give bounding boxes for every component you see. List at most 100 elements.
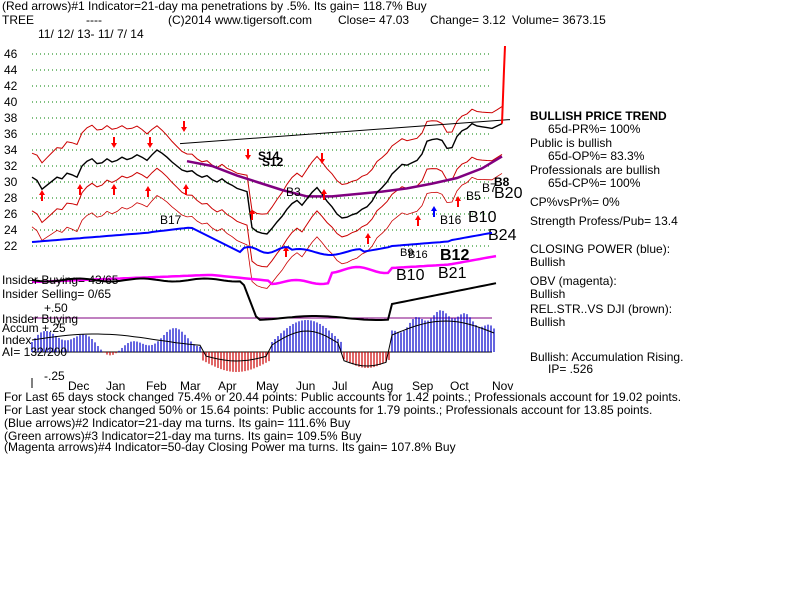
- buy-label-b16: B16: [440, 213, 462, 227]
- obv-line: [31, 254, 497, 286]
- header-line1: (Red arrows)#1 Indicator=21-day ma penet…: [2, 0, 427, 13]
- red-up-arrow: [321, 189, 327, 200]
- header-dashes: ----: [86, 13, 102, 27]
- ip-value: IP= .526: [548, 362, 594, 376]
- red-up-arrow: [455, 196, 461, 207]
- y-tick-label: 24: [4, 223, 18, 237]
- month-label: Mar: [180, 379, 201, 393]
- month-label: Dec: [68, 379, 89, 393]
- insider-selling-count: Insider Selling= 0/65: [2, 287, 112, 301]
- month-label: Aug: [372, 379, 393, 393]
- y-tick-label: 34: [4, 143, 18, 157]
- accum-minus25: -.25: [44, 369, 65, 383]
- buy-label-b10: B10: [468, 209, 497, 226]
- sell-label-s14: S14: [258, 149, 280, 163]
- red-up-arrow: [283, 246, 289, 257]
- month-label: Jun: [296, 379, 315, 393]
- red-down-arrow: [181, 121, 187, 132]
- relstr-state: Bullish: [530, 315, 566, 329]
- lower-band-line: [31, 153, 503, 268]
- red-down-arrow: [245, 149, 251, 160]
- red-up-arrow: [365, 233, 371, 244]
- y-tick-label: 32: [4, 159, 18, 173]
- month-label: Oct: [450, 379, 469, 393]
- buy-label-b3: B3: [286, 185, 301, 199]
- sell-label-s12: S12: [262, 155, 284, 169]
- op-value: 65d-OP%= 83.3%: [548, 149, 645, 163]
- source-label: (C)2014 www.tigersoft.com: [168, 13, 313, 27]
- accum-plus50: +.50: [44, 301, 68, 315]
- cp-buy-label-b9: B9: [400, 247, 413, 259]
- footer-line2: For Last year stock changed 50% or 15.64…: [4, 403, 653, 417]
- pros-bullish: Professionals are bullish: [530, 163, 661, 177]
- buy-label-b8: B8: [494, 175, 510, 189]
- public-bullish: Public is bullish: [530, 136, 613, 150]
- buy-label-b24: B24: [488, 227, 517, 244]
- y-tick-label: 22: [4, 239, 18, 253]
- month-label: Jan: [106, 379, 125, 393]
- ai-value: AI= 132/200: [2, 345, 68, 359]
- buy-label-b17: B17: [160, 213, 182, 227]
- buy-label-b5: B5: [466, 189, 481, 203]
- accum-plus25: Accum +.25: [2, 321, 66, 335]
- blue-up-arrow: [431, 206, 437, 217]
- closing-power-state: Bullish: [530, 255, 566, 269]
- ticker: TREE: [2, 13, 35, 27]
- obv-label: OBV (magenta):: [530, 274, 617, 288]
- rs-buy-label-b21: B21: [438, 265, 467, 282]
- strength-value: Strength Profess/Pub= 13.4: [530, 214, 678, 228]
- accum-ma-line: [31, 320, 495, 367]
- month-label: Apr: [218, 379, 237, 393]
- cpvspr-value: CP%vsPr%= 0%: [530, 195, 620, 209]
- price-spike-top: [503, 45, 506, 71]
- red-up-arrow: [39, 190, 45, 201]
- moving-average-line: [186, 155, 503, 198]
- y-tick-label: 46: [4, 47, 18, 61]
- close-value: Close= 47.03: [338, 13, 410, 27]
- volume-value: Volume= 3673.15: [512, 13, 606, 27]
- red-up-arrow: [249, 209, 255, 220]
- relstr-label: REL.STR..VS DJI (brown):: [530, 302, 673, 316]
- price-spike: [501, 69, 505, 124]
- y-tick-label: 28: [4, 191, 18, 205]
- accum-summary: Bullish: Accumulation Rising.: [530, 350, 684, 364]
- accum-index-label: Index: [2, 333, 32, 347]
- red-up-arrow: [415, 215, 421, 226]
- month-label: Nov: [492, 379, 513, 393]
- cp-buy-label-b16: B16: [408, 249, 428, 261]
- insider-buying-label: Insider Buying: [2, 312, 79, 326]
- y-tick-label: 30: [4, 175, 18, 189]
- month-label: May: [256, 379, 279, 393]
- month-label: Feb: [146, 379, 167, 393]
- red-down-arrow: [147, 137, 153, 148]
- closing-power-line: [31, 226, 493, 257]
- month-label: Jul: [332, 379, 347, 393]
- buy-label-b20: B20: [494, 185, 523, 202]
- closing-power-label: CLOSING POWER (blue):: [530, 242, 671, 256]
- footer-line5: (Magenta arrows)#4 Indicator=50-day Clos…: [4, 440, 456, 454]
- trend-line: [179, 119, 511, 145]
- y-tick-label: 40: [4, 95, 18, 109]
- obv-state: Bullish: [530, 287, 566, 301]
- rel-strength-line: [31, 277, 497, 321]
- date-range: 11/ 12/ 13- 11/ 7/ 14: [38, 27, 144, 41]
- lower-band-line-2: [31, 173, 503, 289]
- insider-buying-count: Insider Buying= 43/65: [2, 273, 119, 287]
- red-up-arrow: [183, 184, 189, 195]
- month-label: Sep: [412, 379, 434, 393]
- red-up-arrow: [111, 184, 117, 195]
- red-down-arrow: [111, 137, 117, 148]
- buy-label-b7: B7: [482, 181, 497, 195]
- red-down-arrow: [319, 153, 325, 164]
- bullish-price-trend: BULLISH PRICE TREND: [530, 109, 667, 123]
- price-line: [31, 122, 503, 235]
- y-tick-label: 38: [4, 111, 18, 125]
- upper-band-line: [31, 106, 503, 215]
- red-up-arrow: [77, 184, 83, 195]
- red-up-arrow: [145, 186, 151, 197]
- cp-value: 65d-CP%= 100%: [548, 176, 641, 190]
- cp-buy-label-b12: B12: [440, 247, 469, 264]
- y-tick-label: 26: [4, 207, 18, 221]
